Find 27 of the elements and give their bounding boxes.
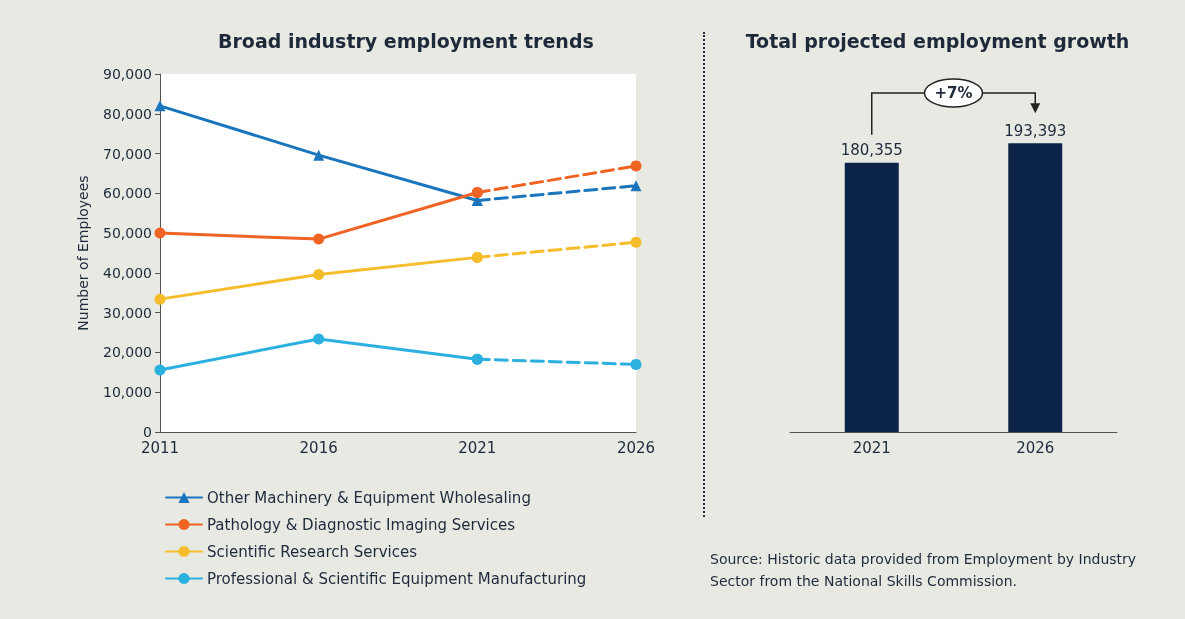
- source-note: Source: Historic data provided from Employment by Industry Sector from the National Skills Commission.: [710, 550, 1138, 591]
- x-tick-label: 2011: [140, 438, 180, 457]
- y-tick-label: 90,000: [103, 66, 152, 82]
- data-label: 180,355: [840, 141, 903, 160]
- y-tick-label: 30,000: [103, 304, 152, 321]
- chart-title: Total projected employment growth: [745, 29, 1130, 52]
- x-tick-label: 2016: [299, 438, 338, 457]
- y-tick-label: 40,000: [103, 264, 152, 281]
- x-tick-label: 2026: [1016, 438, 1055, 457]
- y-tick-label: 70,000: [103, 145, 152, 162]
- x-tick-label: 2021: [458, 438, 497, 457]
- y-tick-label: 60,000: [103, 185, 152, 202]
- legend-label: Scientific Research Services: [207, 542, 418, 561]
- legend-label: Pathology & Diagnostic Imaging Services: [207, 515, 516, 534]
- data-label: 193,393: [1004, 121, 1067, 140]
- chart-title: Broad industry employment trends: [218, 29, 594, 52]
- y-tick-label: 20,000: [103, 344, 152, 361]
- y-tick-label: 0: [143, 424, 152, 440]
- y-tick-label: 10,000: [103, 384, 152, 401]
- legend-label: Other Machinery & Equipment Wholesaling: [207, 488, 531, 507]
- x-tick-label: 2021: [852, 438, 891, 457]
- y-tick-label: 50,000: [103, 225, 152, 242]
- y-tick-label: 80,000: [103, 105, 152, 122]
- y-axis-title: Number of Employees: [75, 175, 91, 331]
- legend-label: Professional & Scientific Equipment Manufacturing: [207, 569, 587, 588]
- text: +7%: [934, 84, 973, 102]
- x-tick-label: 2026: [616, 438, 656, 457]
